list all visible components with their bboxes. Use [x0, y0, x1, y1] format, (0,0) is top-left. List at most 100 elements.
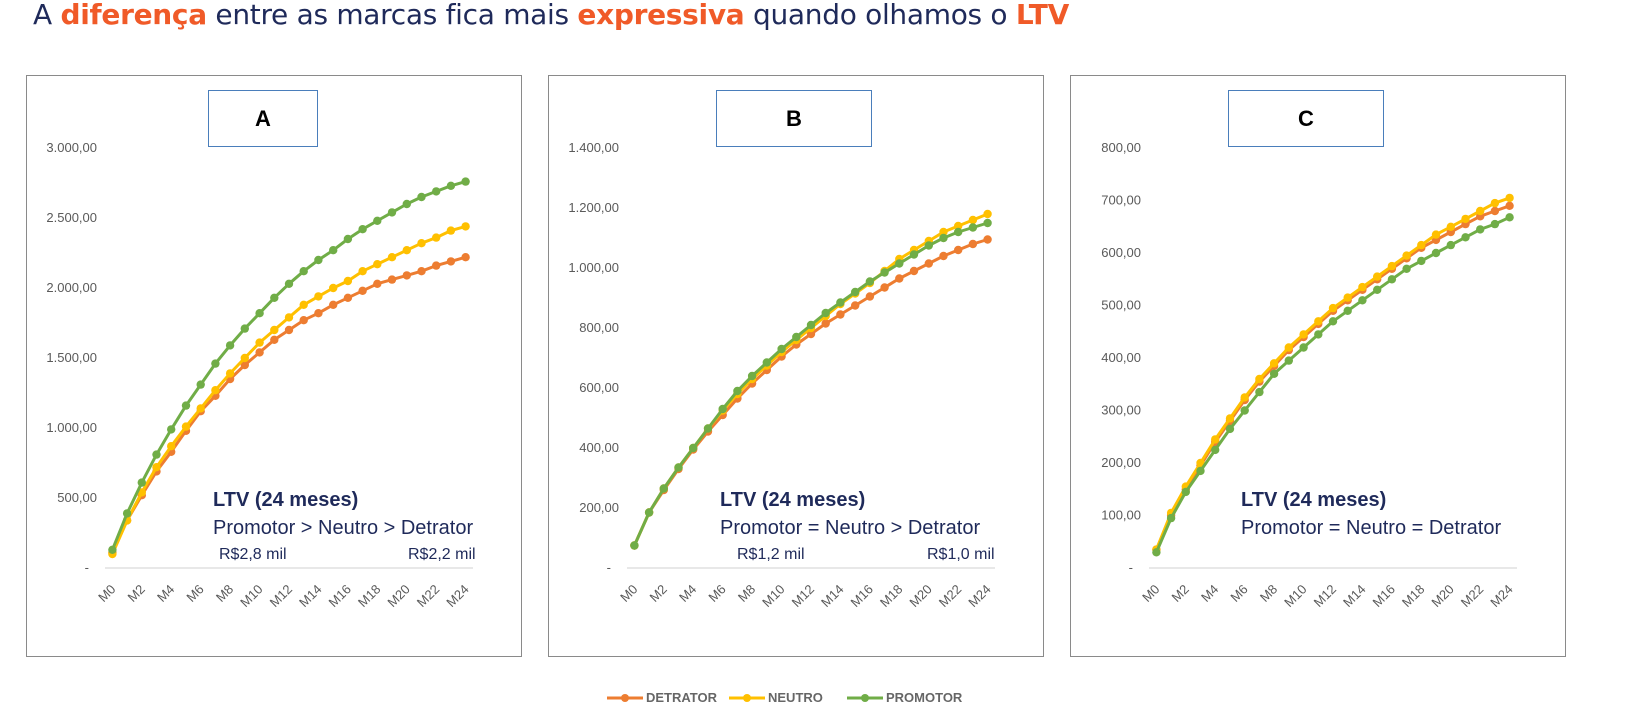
data-point-detrator — [909, 266, 919, 276]
x-tick-label: M16 — [1370, 582, 1398, 610]
data-point-promotor — [880, 268, 889, 277]
promotor-line-marker-icon — [847, 693, 883, 702]
data-point-promotor — [1446, 240, 1455, 250]
brand-label-box: C — [1228, 90, 1384, 147]
data-point-neutro — [1358, 282, 1367, 292]
data-point-neutro — [1225, 414, 1235, 423]
data-point-neutro — [240, 353, 249, 363]
data-point-neutro — [1343, 293, 1352, 302]
x-tick-label: M14 — [818, 582, 846, 610]
y-tick-label: 500,00 — [1101, 298, 1141, 313]
x-tick-label: M16 — [326, 582, 354, 610]
data-point-promotor — [968, 223, 978, 232]
data-point-promotor — [909, 250, 919, 259]
data-point-promotor — [387, 208, 397, 217]
y-tick-label: 3.000,00 — [46, 140, 97, 155]
y-tick-label: 2.500,00 — [46, 210, 97, 225]
data-point-promotor — [1225, 424, 1235, 434]
brand-label: B — [786, 105, 802, 131]
data-point-promotor — [1505, 213, 1514, 222]
data-point-promotor — [1373, 285, 1382, 294]
data-point-promotor — [1328, 317, 1338, 326]
brand-label: C — [1298, 105, 1314, 131]
data-point-detrator — [939, 251, 948, 261]
y-tick-label: 200,00 — [579, 500, 619, 515]
data-point-promotor — [417, 192, 426, 202]
chart-panel-a: - 500,00 1.000,00 1.500,00 2.000,00 2.500,00 3… — [26, 75, 522, 657]
ltv-summary: LTV (24 meses) Promotor > Neutro > Detra… — [213, 486, 473, 542]
data-point-promotor — [1358, 296, 1367, 305]
data-point-promotor — [644, 508, 654, 517]
data-point-detrator — [358, 286, 367, 295]
data-point-neutro — [1240, 393, 1249, 402]
data-point-neutro — [196, 404, 205, 413]
data-point-promotor — [314, 255, 323, 265]
data-point-detrator — [373, 279, 382, 288]
headline-emphasis-3: LTV — [1015, 0, 1069, 31]
data-point-promotor — [1166, 513, 1176, 523]
data-point-detrator — [880, 283, 889, 292]
data-point-promotor — [1490, 219, 1500, 229]
y-tick-label: 400,00 — [1101, 350, 1141, 365]
y-tick-label: 400,00 — [579, 440, 619, 455]
data-point-neutro — [1476, 206, 1485, 216]
x-tick-label: M4 — [676, 582, 699, 605]
x-tick-label: M24 — [1487, 582, 1515, 610]
data-point-promotor — [1269, 369, 1279, 378]
data-point-neutro — [358, 267, 367, 276]
data-point-promotor — [1476, 225, 1485, 234]
legend-item-neutro: NEUTRO — [728, 690, 823, 705]
data-point-promotor — [270, 293, 279, 302]
x-tick-label: M2 — [125, 582, 148, 605]
data-point-neutro — [954, 221, 963, 231]
data-point-detrator — [240, 360, 249, 370]
detrator-line-marker-icon — [607, 693, 643, 702]
data-point-detrator — [865, 292, 875, 301]
data-point-detrator — [806, 329, 816, 339]
x-tick-label: M18 — [1399, 582, 1427, 610]
data-point-promotor — [1152, 548, 1161, 557]
data-point-neutro — [402, 246, 411, 255]
data-point-promotor — [1299, 343, 1308, 352]
data-point-detrator — [821, 319, 830, 328]
data-point-promotor — [181, 401, 191, 410]
chart-panel-b: - 200,00 400,00 600,00 800,00 1.000,00 1.200,0… — [548, 75, 1044, 657]
data-point-promotor — [152, 450, 161, 459]
x-tick-label: M0 — [617, 582, 640, 605]
x-tick-label: M6 — [705, 582, 728, 605]
y-tick-label: 800,00 — [579, 320, 619, 335]
data-point-promotor — [240, 324, 249, 333]
x-tick-label: M2 — [1169, 582, 1192, 605]
y-tick-label: 600,00 — [1101, 245, 1141, 260]
y-tick-label: 1.000,00 — [568, 260, 619, 275]
data-point-promotor — [373, 216, 382, 225]
y-tick-label: 700,00 — [1101, 193, 1141, 208]
ltv-chart-b: - 200,00 400,00 600,00 800,00 1.000,00 1.200,0… — [568, 140, 995, 610]
data-point-promotor — [718, 404, 727, 414]
y-tick-label: - — [607, 560, 611, 575]
data-point-promotor — [461, 177, 470, 186]
data-point-promotor — [939, 233, 948, 243]
x-tick-label: M12 — [267, 582, 295, 610]
x-tick-label: M24 — [965, 582, 993, 610]
data-point-promotor — [821, 308, 830, 318]
data-point-promotor — [1196, 466, 1205, 476]
data-point-promotor — [1461, 233, 1470, 242]
y-tick-label: 600,00 — [579, 380, 619, 395]
data-point-promotor — [924, 241, 933, 250]
data-point-promotor — [122, 509, 132, 518]
data-point-neutro — [343, 276, 353, 286]
data-point-promotor — [630, 541, 639, 550]
x-tick-label: M2 — [647, 582, 670, 605]
x-tick-label: M6 — [1227, 582, 1250, 605]
x-tick-label: M24 — [443, 582, 471, 610]
chart-panel-c: - 100,00 200,00 300,00 400,00 500,00 600,00 700… — [1070, 75, 1566, 657]
data-point-promotor — [983, 218, 992, 228]
data-point-detrator — [432, 261, 441, 270]
data-point-neutro — [299, 300, 308, 309]
data-point-promotor — [1314, 330, 1323, 339]
data-point-promotor — [284, 279, 294, 288]
legend-item-detrator: DETRATOR — [606, 690, 717, 705]
data-point-promotor — [1181, 487, 1190, 497]
x-tick-label: M20 — [1428, 582, 1456, 610]
